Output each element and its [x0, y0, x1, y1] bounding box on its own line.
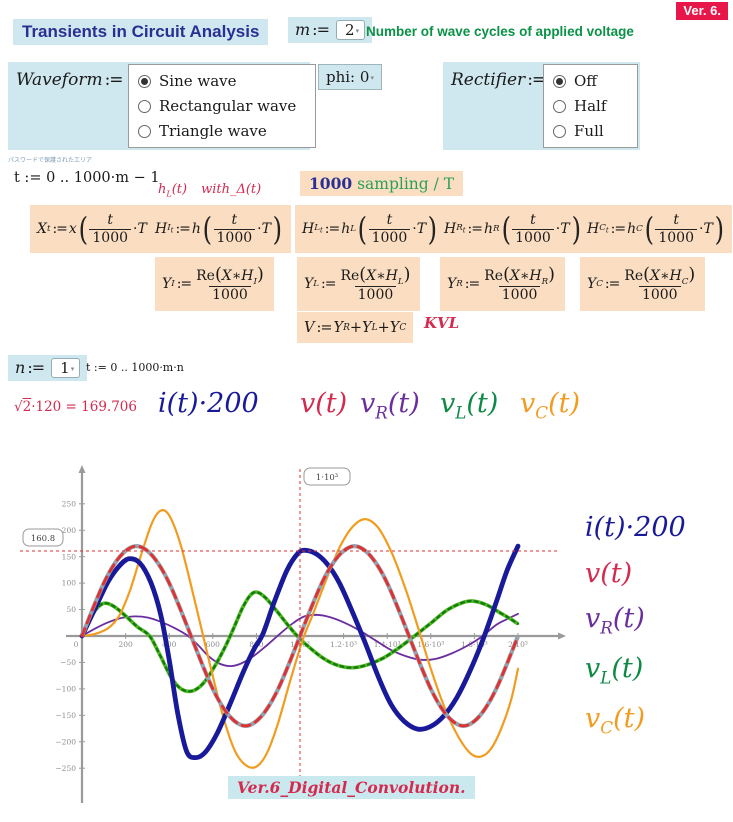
formula-HR: H Rt:= h R(t 1000 ·T)	[437, 205, 590, 253]
radio-icon[interactable]	[138, 124, 151, 138]
radio-selected-icon[interactable]	[138, 74, 151, 88]
trace-label-i: i(t)·200	[158, 388, 259, 419]
y-tick-label: 100	[62, 579, 77, 588]
y-tick-label: −150	[55, 711, 76, 720]
trace-label-vR: vR(t)	[360, 388, 420, 423]
formula-YI: Y I:= Re(X∗HI) 1000	[155, 257, 274, 311]
trace-label-v: v(t)	[300, 388, 348, 419]
rectifier-label: Rectifier:=	[451, 70, 546, 90]
version-badge: Ver. 6.	[676, 2, 728, 20]
protected-area-note: パスワードで保護されたエリア	[8, 157, 93, 164]
waveform-options: Sine wave Rectangular wave Triangle wave	[128, 64, 316, 148]
curve-i(t)·200	[79, 543, 521, 761]
rectifier-panel: Rectifier:= Off Half Full	[443, 62, 640, 150]
y-tick-label: −250	[55, 764, 76, 773]
radio-icon[interactable]	[553, 124, 566, 138]
page-title: Transients in Circuit Analysis	[13, 19, 269, 45]
hl-with-delta-note: hL(t) with_Δ(t)	[158, 182, 262, 199]
legend-item-v: v(t)	[585, 558, 633, 589]
legend-item-vL: vL(t)	[585, 653, 644, 688]
curve-vR(t)	[81, 612, 519, 668]
radio-option-label: Triangle wave	[159, 122, 267, 140]
y-tick-label: 200	[62, 526, 77, 535]
radio-option-label: Rectangular wave	[159, 97, 297, 115]
chevron-down-icon: ▾	[370, 74, 374, 82]
y-tick-label: 250	[62, 499, 77, 508]
radio-option-full[interactable]: Full	[553, 122, 637, 140]
chevron-down-icon: ▾	[355, 27, 360, 35]
formula-HI: H It:= h(t 1000 ·T)	[148, 205, 291, 253]
range-definition: t := 0 .. 1000·m − 1	[14, 170, 160, 186]
rectifier-options: Off Half Full	[543, 64, 638, 148]
h-marker-label: 160.8	[31, 534, 55, 544]
chevron-down-icon: ▾	[70, 365, 75, 373]
range-definition-2: t := 0 .. 1000·m·n	[86, 361, 184, 374]
y-tick-label: 150	[62, 552, 77, 561]
phi-control[interactable]: phi: 0▾	[318, 64, 382, 90]
y-tick-label: −100	[55, 684, 76, 693]
legend-item-i: i(t)·200	[585, 512, 686, 543]
radio-option-rectangular-wave[interactable]: Rectangular wave	[138, 97, 315, 115]
m-select[interactable]: 2▾	[336, 20, 366, 40]
y-tick-label: −50	[60, 658, 76, 667]
y-tick-label: 50	[66, 605, 76, 614]
n-select[interactable]: 1▾	[51, 358, 81, 378]
formula-HC: H Ct:= h C(t 1000 ·T)	[580, 205, 733, 253]
curve-vC(t)	[80, 509, 520, 769]
curve-v(t) over V (KVL)	[80, 544, 520, 728]
formula-YC: Y C:= Re(X∗HC) 1000	[580, 257, 706, 311]
y-tick-label: −200	[55, 737, 76, 746]
h-marker-box	[22, 528, 64, 547]
m-var: m	[295, 20, 311, 39]
xy-plot: 0 200 400 600 800 1·10³ 1.2·10³ 1.4·10³ 1.6·10³ 1…	[20, 465, 566, 803]
rms-equation: √2·120 = 169.706	[14, 399, 137, 415]
x-tick-label: 400	[162, 640, 177, 649]
radio-icon[interactable]	[138, 99, 151, 113]
legend-item-vR: vR(t)	[585, 603, 645, 638]
x-axis-arrow-icon	[558, 632, 566, 640]
formula-YL: Y L:= Re(X∗HL) 1000	[297, 257, 421, 311]
curve-vL(t)	[80, 590, 520, 693]
trace-label-vC: vC(t)	[520, 388, 580, 423]
x-tick-label: 1.4·10³	[374, 640, 401, 649]
legend-item-vC: vC(t)	[585, 703, 645, 738]
formula-YR: Y R:= Re(X∗HR) 1000	[440, 257, 565, 311]
formula-HL: H Lt:= h L(t 1000 ·T)	[295, 205, 446, 253]
x-tick-label: 200	[118, 640, 133, 649]
cycles-note: Number of wave cycles of applied voltage	[366, 24, 634, 39]
radio-option-label: Off	[574, 72, 597, 90]
plot-caption: Ver.6_Digital_Convolution.	[228, 776, 475, 799]
formula-kvl-sum: V:= Y R + Y L + Y C	[297, 312, 414, 343]
kvl-note: KVL	[424, 314, 460, 332]
n-control: n:= 1▾	[8, 355, 88, 381]
x-tick-label: 2·10³	[508, 640, 528, 649]
x-tick-label: 1.2·10³	[330, 640, 357, 649]
radio-option-sine-wave[interactable]: Sine wave	[138, 72, 315, 90]
radio-option-label: Full	[574, 122, 604, 140]
radio-option-triangle-wave[interactable]: Triangle wave	[138, 122, 315, 140]
x-tick-label: 1.6·10³	[417, 640, 444, 649]
waveform-label: Waveform:=	[16, 70, 124, 90]
y-axis-arrow-icon	[78, 465, 86, 473]
sampling-note: 1000 sampling / T	[300, 171, 464, 196]
radio-option-off[interactable]: Off	[553, 72, 637, 90]
radio-option-label: Sine wave	[159, 72, 237, 90]
radio-option-half[interactable]: Half	[553, 97, 637, 115]
v-marker-box	[303, 467, 351, 486]
radio-icon[interactable]	[553, 99, 566, 113]
x-tick-label: 600	[206, 640, 221, 649]
waveform-panel: Waveform:= Sine wave Rectangular wave Tria…	[8, 62, 316, 150]
radio-option-label: Half	[574, 97, 607, 115]
m-control: m:= 2▾	[288, 17, 373, 43]
trace-label-vL: vL(t)	[440, 388, 499, 423]
x-tick-label: 1.8·10³	[461, 640, 488, 649]
v-marker-label: 1·10³	[316, 473, 338, 483]
x-tick-label: 0	[74, 640, 79, 649]
radio-selected-icon[interactable]	[553, 74, 566, 88]
